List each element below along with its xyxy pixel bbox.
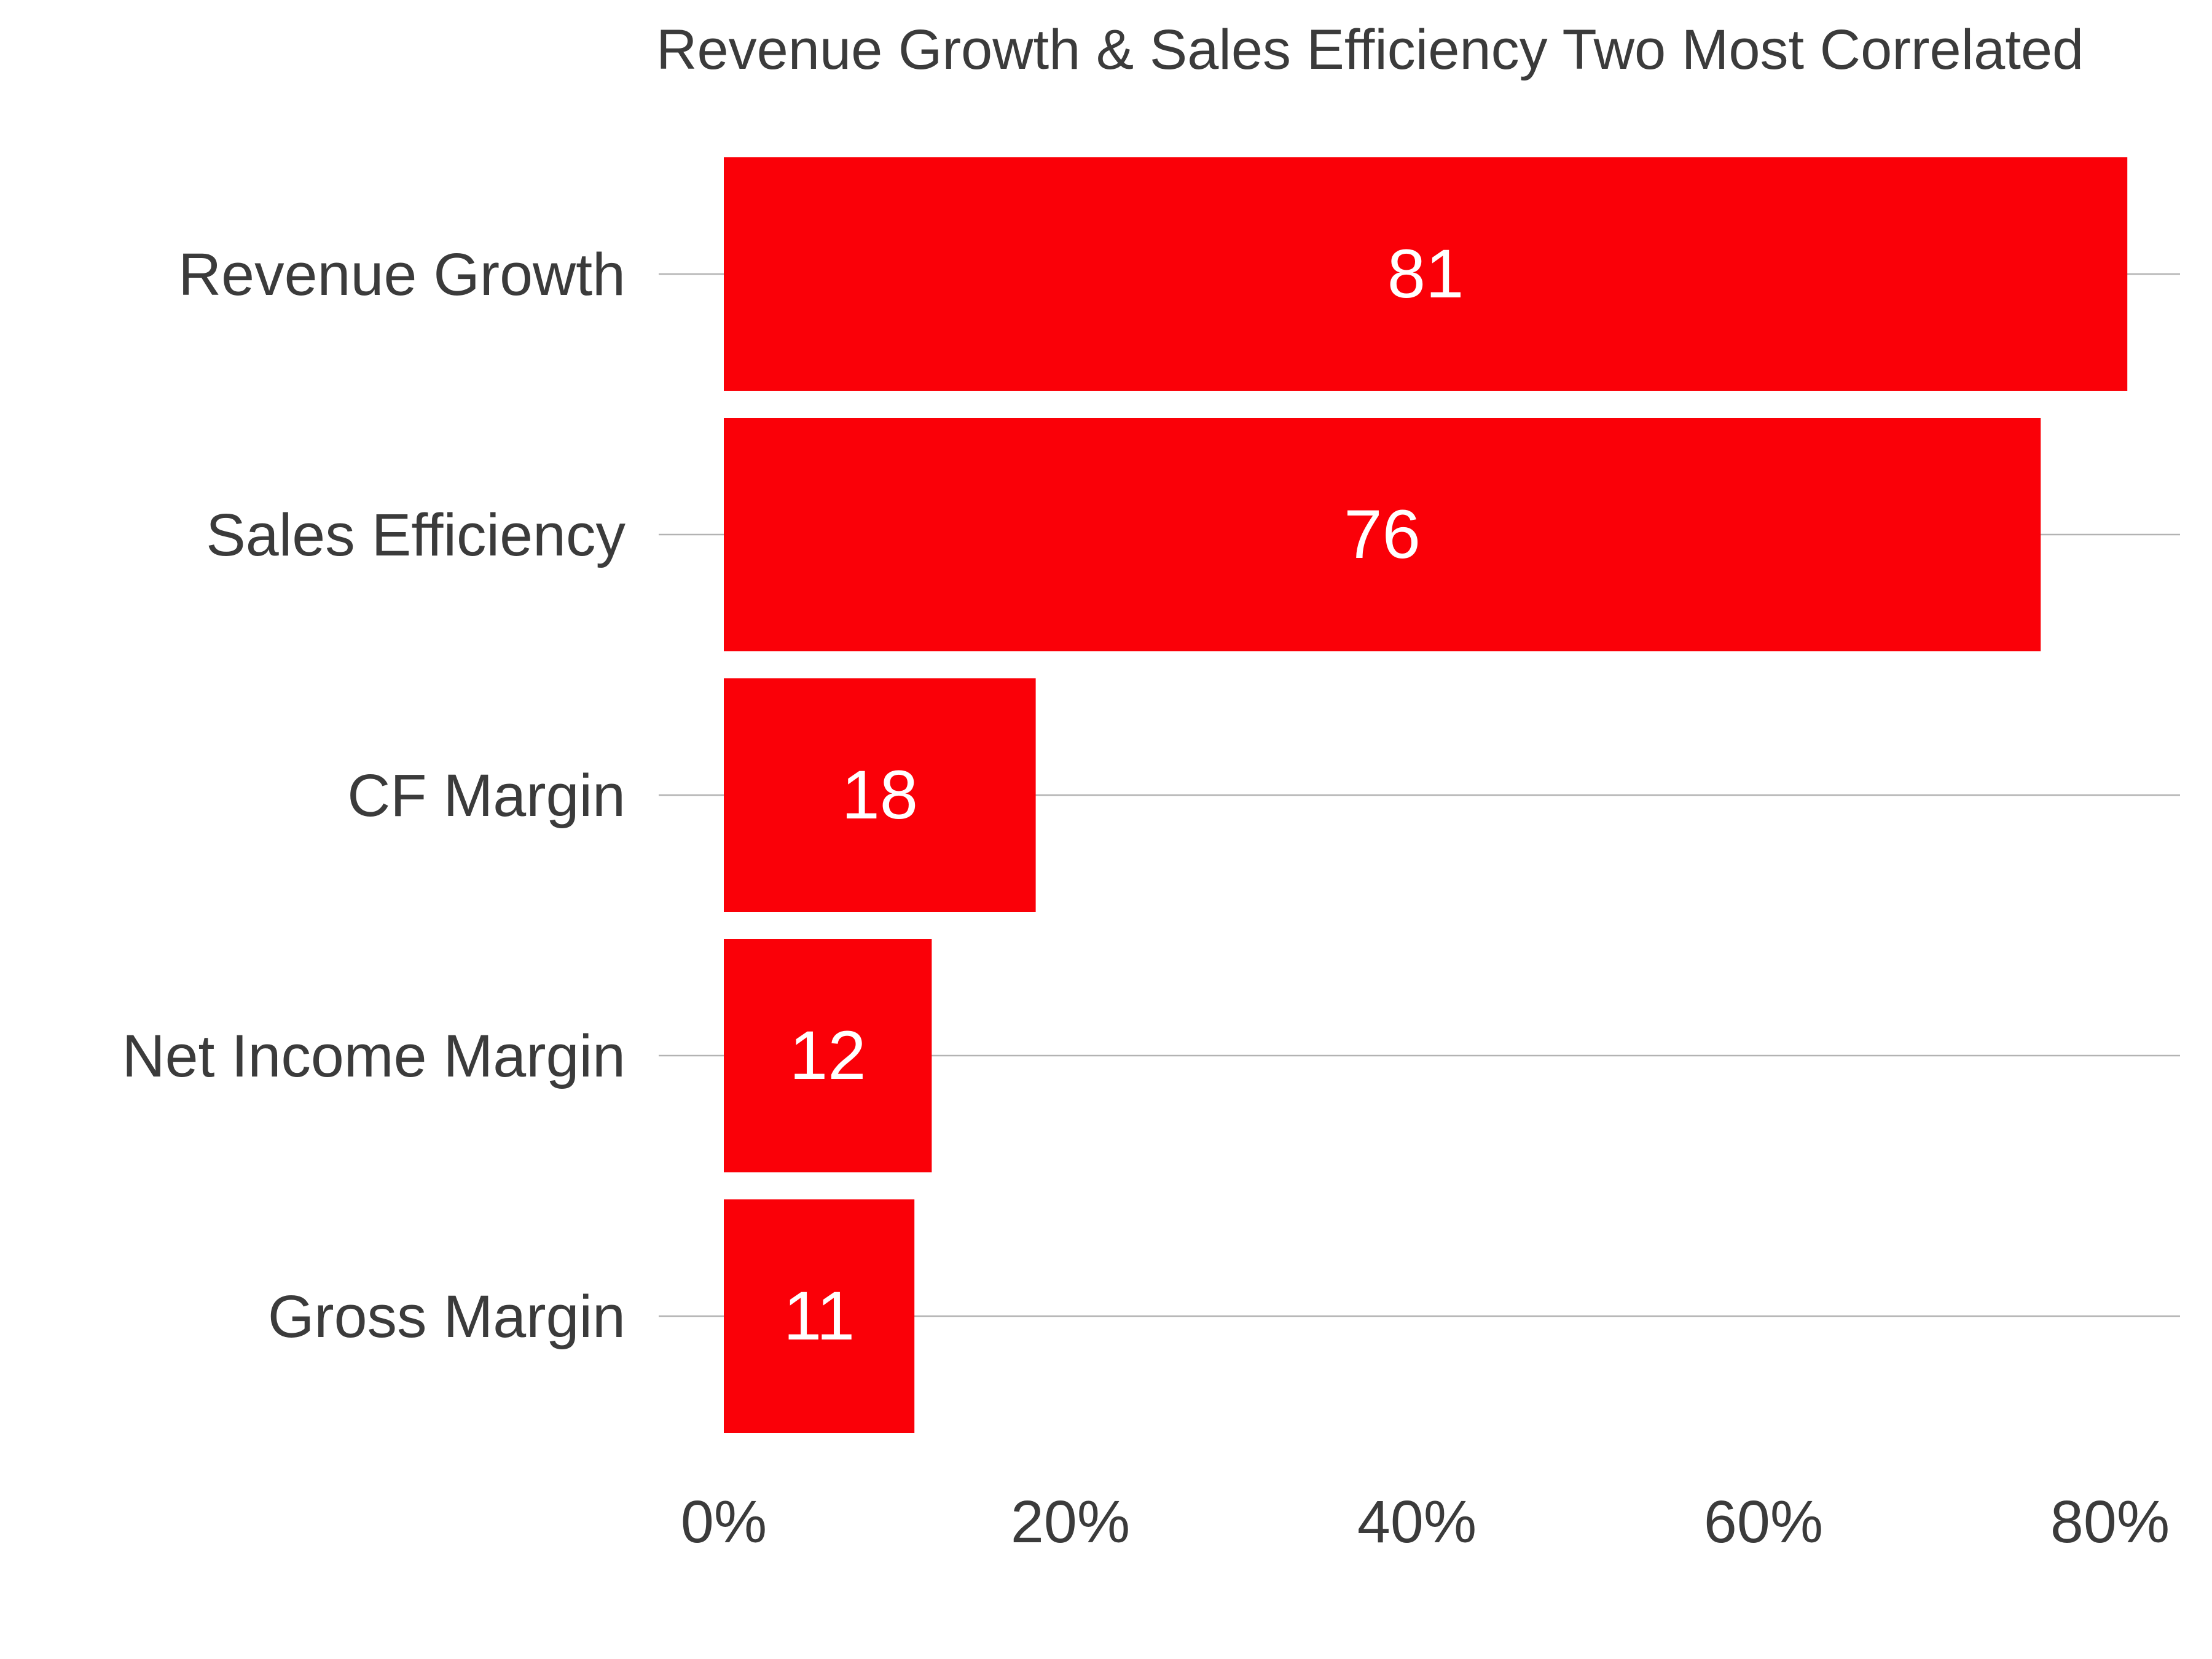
bar-value-label: 76	[1344, 496, 1421, 573]
x-tick-label: 80%	[2050, 1488, 2170, 1555]
category-label: Gross Margin	[268, 1283, 626, 1350]
bar-value-label: 18	[842, 756, 919, 833]
bar	[724, 157, 2128, 391]
x-tick-label: 20%	[1011, 1488, 1130, 1555]
bar	[724, 939, 932, 1172]
bar	[724, 1199, 915, 1433]
bars: 81 76 18 12 11	[724, 157, 2128, 1433]
chart-title: Revenue Growth & Sales Efficiency Two Mo…	[656, 18, 2084, 81]
category-label: Net Income Margin	[122, 1022, 626, 1089]
category-labels: Revenue Growth Sales Efficiency CF Margin N…	[122, 241, 626, 1350]
bar-value-label: 81	[1387, 235, 1464, 312]
x-tick-label: 40%	[1357, 1488, 1477, 1555]
bar-value-label: 11	[783, 1277, 855, 1354]
category-label: Sales Efficiency	[206, 501, 626, 568]
category-label: Revenue Growth	[178, 241, 626, 308]
x-tick-label: 0%	[681, 1488, 767, 1555]
category-label: CF Margin	[347, 762, 626, 829]
x-axis-tick-labels: 0% 20% 40% 60% 80%	[681, 1488, 2170, 1555]
bar	[724, 678, 1036, 912]
x-tick-label: 60%	[1704, 1488, 1823, 1555]
bar	[724, 418, 2041, 651]
bar-value-label: 12	[790, 1017, 866, 1094]
